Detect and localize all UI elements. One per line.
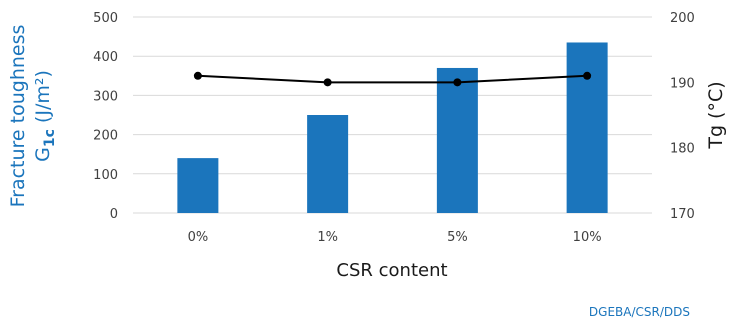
left-axis-ticks: 0 100 200 300 400 500	[93, 11, 118, 222]
x-axis-ticks: 0% 1% 5% 10%	[188, 230, 602, 245]
bar	[566, 42, 608, 214]
right-axis-label: Tg (°C)	[705, 81, 727, 149]
right-tick-label: 190	[670, 76, 695, 91]
x-tick-label: 5%	[447, 230, 468, 245]
right-tick-label: 170	[670, 207, 695, 222]
left-axis-label-line1: Fracture toughness	[7, 25, 29, 208]
left-tick-label: 500	[93, 11, 118, 26]
gridlines	[133, 16, 652, 214]
left-tick-label: 0	[110, 207, 118, 222]
right-axis-ticks: 170 180 190 200	[670, 11, 695, 222]
bar	[307, 115, 349, 213]
x-tick-label: 1%	[317, 230, 338, 245]
bar-series	[177, 42, 608, 214]
series-line	[197, 74, 588, 84]
right-tick-label: 180	[670, 142, 695, 157]
left-axis-label-unit: (J/m²)	[32, 70, 54, 129]
line-point	[193, 71, 202, 80]
bar	[436, 67, 478, 214]
left-tick-label: 300	[93, 89, 118, 104]
right-tick-label: 200	[670, 11, 695, 26]
left-axis-label-subscript: 1c	[42, 129, 58, 147]
left-axis-label-symbol: G	[32, 147, 54, 162]
bar	[177, 158, 219, 213]
left-tick-label: 400	[93, 50, 118, 65]
annotation: DGEBA/CSR/DDS	[589, 305, 690, 319]
line-point	[453, 78, 462, 87]
left-axis-label: Fracture toughness G1c (J/m²)	[7, 25, 58, 208]
left-tick-label: 200	[93, 129, 118, 144]
x-tick-label: 10%	[573, 230, 602, 245]
line-point	[323, 78, 332, 87]
x-axis-label: CSR content	[336, 260, 447, 281]
left-axis-label-line2: G1c (J/m²)	[32, 70, 58, 162]
line-point	[583, 71, 592, 80]
left-tick-label: 100	[93, 168, 118, 183]
line-series	[193, 71, 592, 87]
x-tick-label: 0%	[188, 230, 209, 245]
